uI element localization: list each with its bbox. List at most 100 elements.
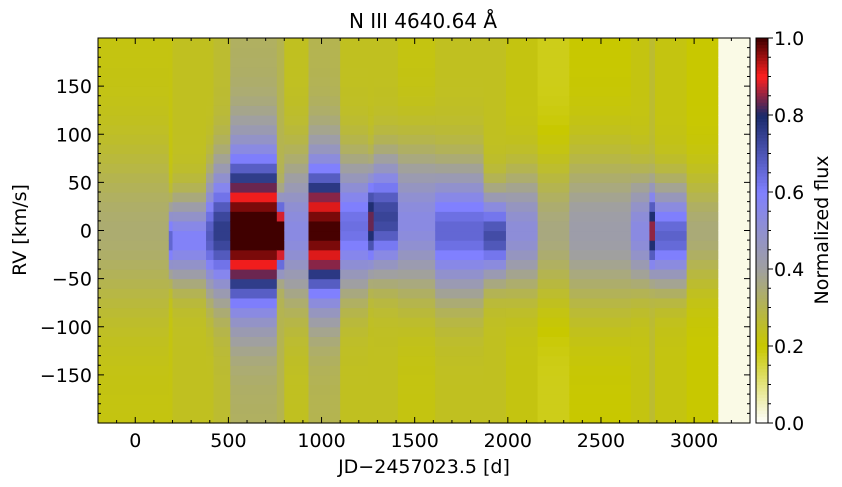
colorbar-tick-label: 0.2 (774, 336, 804, 358)
heatmap-cell (483, 374, 507, 386)
heatmap-cell (308, 230, 341, 241)
heatmap-cell (206, 192, 215, 203)
heatmap-cell (435, 124, 485, 135)
heatmap-cell (230, 95, 278, 106)
heatmap-cell (649, 288, 656, 299)
heatmap-cell (308, 47, 341, 58)
heatmap-cell (483, 355, 507, 366)
colorbar-segment (756, 86, 768, 90)
heatmap-cell (505, 346, 539, 357)
heatmap-cell (649, 259, 656, 270)
heatmap-cell (718, 326, 751, 337)
heatmap-cell (686, 297, 719, 309)
colorbar-segment (756, 143, 768, 148)
heatmap-cell (276, 38, 285, 49)
heatmap-cell (435, 76, 485, 87)
heatmap-cell (213, 38, 231, 49)
heatmap-cell (649, 240, 656, 251)
heatmap-cell (483, 115, 507, 126)
heatmap-cell (308, 86, 341, 97)
colorbar-segment (756, 169, 768, 174)
heatmap-cell (168, 249, 174, 260)
heatmap-cell (537, 182, 570, 193)
heatmap-cell (569, 384, 632, 395)
heatmap-cell (483, 153, 507, 164)
heatmap-cell (686, 394, 719, 405)
heatmap-cell (206, 394, 215, 405)
heatmap-cell (397, 163, 436, 174)
colorbar-segment (756, 410, 768, 414)
heatmap-cell (368, 95, 375, 106)
heatmap-cell (340, 124, 369, 135)
colorbar-segment (756, 297, 768, 302)
heatmap-cell (505, 365, 539, 376)
heatmap-cell (483, 230, 507, 241)
colorbar-segment (756, 217, 768, 222)
heatmap-cell (368, 105, 375, 116)
colorbar-segment (756, 419, 768, 424)
heatmap-cell (368, 86, 375, 97)
heatmap-cell (172, 355, 207, 366)
heatmap-cell (206, 374, 215, 386)
heatmap-cell (368, 336, 375, 347)
colorbar-segment (756, 313, 768, 318)
heatmap-cell (230, 403, 278, 414)
heatmap-cell (206, 134, 215, 145)
heatmap-cell (483, 346, 507, 357)
colorbar-segment (756, 320, 768, 325)
heatmap-cell (98, 57, 170, 68)
heatmap-cell (686, 249, 719, 260)
heatmap-cell (649, 143, 656, 155)
heatmap-cell (505, 153, 539, 164)
heatmap-cell (654, 38, 688, 49)
heatmap-cell (373, 192, 399, 203)
heatmap-cell (98, 134, 170, 145)
heatmap-cell (340, 288, 369, 299)
colorbar-segment (756, 79, 768, 84)
heatmap-cell (630, 201, 651, 212)
heatmap-cell (569, 307, 632, 318)
heatmap-cell (276, 172, 285, 183)
heatmap-cell (340, 230, 369, 241)
heatmap-cell (649, 336, 656, 347)
heatmap-cell (654, 182, 688, 193)
heatmap-cell (98, 394, 170, 405)
x-tick-label: 500 (210, 430, 246, 452)
heatmap-cell (368, 297, 375, 309)
heatmap-cell (537, 47, 570, 58)
heatmap-cell (505, 76, 539, 87)
colorbar-segment (756, 95, 768, 100)
heatmap-cell (649, 134, 656, 145)
heatmap-cell (230, 413, 278, 424)
heatmap-cell (718, 413, 751, 424)
colorbar-segment (756, 310, 768, 315)
heatmap-cell (168, 259, 174, 270)
heatmap-cell (397, 346, 436, 357)
colorbar-gradient (756, 38, 768, 424)
heatmap-cell (98, 374, 170, 386)
heatmap-cell (373, 47, 399, 58)
colorbar-segment (756, 384, 768, 389)
heatmap-cell (276, 240, 285, 251)
colorbar-segment (756, 323, 768, 328)
heatmap-cell (368, 259, 375, 270)
heatmap-cell (368, 38, 375, 49)
colorbar-segment (756, 192, 768, 196)
heatmap-cell (505, 326, 539, 337)
heatmap-cell (630, 346, 651, 357)
heatmap-cell (230, 47, 278, 58)
heatmap-cell (230, 182, 278, 193)
heatmap-cell (98, 86, 170, 97)
colorbar-segment (756, 73, 768, 78)
heatmap-cell (172, 259, 207, 270)
heatmap-cell (569, 201, 632, 212)
heatmap-cell (397, 384, 436, 395)
heatmap-cell (718, 192, 751, 203)
heatmap-cell (649, 413, 656, 424)
colorbar-segment (756, 355, 768, 360)
heatmap-cell (308, 336, 341, 347)
heatmap-cell (654, 124, 688, 135)
heatmap-cell (654, 249, 688, 260)
colorbar-segment (756, 76, 768, 81)
heatmap-cell (630, 317, 651, 328)
